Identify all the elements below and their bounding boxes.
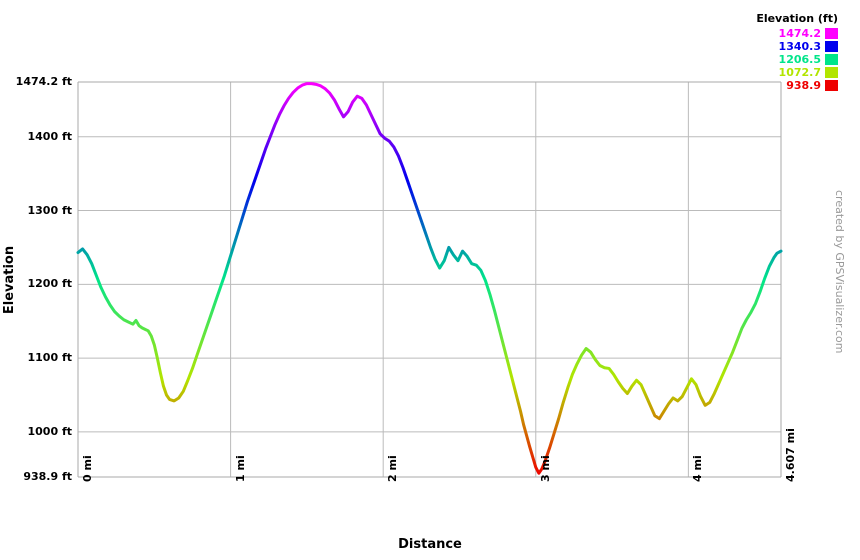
y-axis-tick-label: 1100 ft <box>27 351 73 365</box>
elevation-line <box>76 82 783 475</box>
legend-entry: 938.9 <box>756 79 838 92</box>
legend-entries: 1474.2 1340.3 1206.5 1072.7 938.9 <box>756 27 838 92</box>
legend-entry-label: 1072.7 <box>778 66 821 79</box>
legend-entry: 1072.7 <box>756 66 838 79</box>
legend-entry-label: 1474.2 <box>778 27 821 40</box>
legend-color-swatch <box>825 54 838 65</box>
y-axis-title: Elevation <box>2 245 17 315</box>
y-axis-tick-label: 1000 ft <box>27 424 73 438</box>
y-axis-tick-label: 1200 ft <box>27 277 73 291</box>
legend-entry-label: 938.9 <box>786 79 821 92</box>
credit-text: created by GPSVisualizer.com <box>833 190 846 354</box>
x-axis-title: Distance <box>398 537 462 552</box>
legend-color-swatch <box>825 80 838 91</box>
y-axis-tick-label: 1400 ft <box>27 129 73 143</box>
legend-entry-label: 1206.5 <box>778 53 821 66</box>
legend-color-swatch <box>825 28 838 39</box>
legend-entry: 1206.5 <box>756 53 838 66</box>
x-axis-tick-label: 1 mi <box>233 455 247 482</box>
legend-color-swatch <box>825 67 838 78</box>
y-axis-tick-label: 938.9 ft <box>23 470 72 483</box>
legend-title: Elevation (ft) <box>756 12 838 25</box>
legend: Elevation (ft) 1474.2 1340.3 1206.5 1072.7 9… <box>756 12 838 92</box>
x-axis-tick-label: 4.607 mi <box>784 428 797 482</box>
x-axis-tick-label: 0 mi <box>81 455 94 482</box>
y-axis-tick-label: 1300 ft <box>27 203 73 217</box>
x-axis-tick-label: 3 mi <box>538 455 552 482</box>
legend-entry: 1474.2 <box>756 27 838 40</box>
x-axis-tick-label: 4 mi <box>691 455 705 482</box>
legend-entry: 1340.3 <box>756 40 838 53</box>
y-axis-tick-label: 1474.2 ft <box>15 75 72 88</box>
y-axis-tick-labels: 1474.2 ft 1400 ft 1300 ft 1200 ft 1100 ft 100… <box>0 0 72 560</box>
axis-frame <box>77 81 782 478</box>
x-axis-tick-label: 2 mi <box>386 455 400 482</box>
legend-entry-label: 1340.3 <box>778 40 821 53</box>
legend-color-swatch <box>825 41 838 52</box>
